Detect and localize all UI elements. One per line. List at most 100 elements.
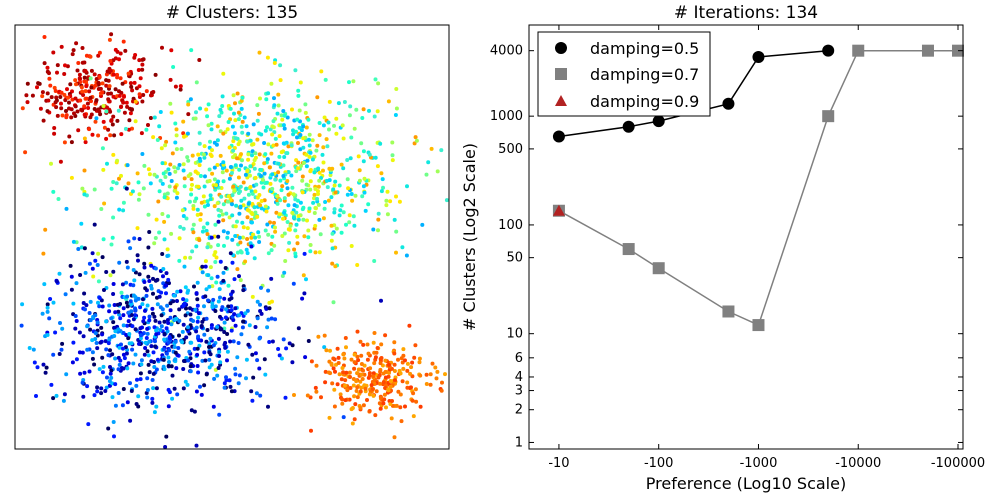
scatter-point: [246, 342, 251, 347]
scatter-point: [160, 252, 165, 256]
scatter-point: [300, 296, 305, 301]
scatter-point: [109, 32, 114, 37]
scatter-point: [74, 41, 79, 46]
scatter-point: [122, 356, 127, 361]
scatter-point: [80, 186, 85, 191]
scatter-point: [208, 139, 212, 144]
scatter-point: [193, 307, 198, 312]
scatter-point: [155, 138, 160, 142]
scatter-point: [228, 384, 233, 389]
scatter-point: [331, 300, 336, 305]
scatter-point: [296, 214, 301, 219]
scatter-point: [128, 246, 133, 251]
scatter-point: [200, 270, 205, 275]
scatter-point: [240, 119, 245, 124]
scatter-point: [337, 183, 342, 188]
scatter-point: [206, 298, 210, 303]
scatter-point: [289, 173, 294, 178]
scatter-point: [250, 294, 255, 299]
scatter-point: [294, 210, 299, 215]
scatter-point: [332, 404, 337, 409]
scatter-point: [315, 95, 320, 100]
scatter-point: [317, 121, 322, 125]
scatter-point: [182, 264, 187, 269]
scatter-point: [241, 235, 245, 240]
scatter-point: [65, 87, 69, 92]
scatter-point: [322, 345, 327, 350]
scatter-point: [296, 160, 301, 165]
scatter-point: [145, 376, 150, 381]
scatter-point: [113, 382, 118, 387]
scatter-point: [190, 182, 194, 187]
scatter-point: [133, 99, 138, 104]
scatter-point: [40, 94, 45, 99]
scatter-point: [24, 93, 29, 98]
scatter-point: [313, 385, 318, 390]
scatter-point: [190, 153, 195, 158]
scatter-point: [93, 119, 98, 124]
scatter-point: [111, 215, 116, 220]
scatter-point: [428, 372, 433, 377]
scatter-point: [131, 361, 136, 366]
scatter-point: [137, 272, 142, 277]
scatter-point: [132, 278, 137, 283]
scatter-point: [152, 410, 157, 415]
scatter-point: [302, 251, 307, 256]
scatter-point: [234, 203, 239, 208]
scatter-point: [387, 370, 391, 375]
scatter-point: [198, 106, 203, 111]
scatter-point: [58, 321, 62, 325]
scatter-point: [340, 366, 345, 370]
scatter-point: [257, 234, 262, 239]
scatter-point: [186, 325, 190, 330]
scatter-point: [177, 318, 182, 323]
scatter-point: [231, 148, 236, 153]
scatter-point: [178, 289, 183, 294]
scatter-point: [220, 94, 225, 99]
scatter-point: [191, 204, 196, 208]
scatter-point: [121, 346, 125, 351]
scatter-point: [170, 373, 175, 378]
scatter-point: [312, 170, 317, 175]
scatter-point: [70, 360, 75, 365]
scatter-point: [35, 365, 40, 370]
scatter-point: [344, 345, 348, 350]
scatter-point: [216, 336, 221, 341]
scatter-point: [106, 97, 111, 102]
scatter-point: [163, 175, 168, 179]
scatter-point: [58, 95, 63, 99]
scatter-point: [151, 386, 156, 391]
scatter-point: [296, 217, 301, 222]
scatter-point: [49, 382, 54, 387]
scatter-point: [93, 258, 98, 263]
scatter-point: [139, 131, 144, 136]
scatter-point: [270, 172, 275, 177]
scatter-point: [378, 406, 383, 411]
scatter-point: [394, 250, 398, 255]
scatter-point: [182, 134, 186, 139]
scatter-point: [365, 398, 369, 402]
scatter-point: [110, 352, 115, 357]
scatter-point: [152, 241, 157, 246]
scatter-point: [275, 201, 280, 206]
scatter-point: [197, 238, 202, 243]
scatter-point: [299, 128, 304, 133]
scatter-point: [111, 292, 116, 296]
scatter-point: [128, 381, 132, 386]
scatter-point: [330, 166, 335, 171]
scatter-point: [226, 283, 231, 288]
scatter-point: [243, 172, 248, 177]
scatter-point: [151, 135, 156, 140]
scatter-point: [225, 127, 230, 132]
scatter-point: [100, 146, 105, 151]
scatter-point: [327, 359, 332, 364]
scatter-point: [208, 197, 213, 202]
scatter-point: [94, 77, 99, 81]
scatter-point: [160, 161, 165, 166]
scatter-point: [130, 189, 135, 194]
scatter-point: [304, 277, 308, 282]
scatter-point: [125, 304, 130, 309]
x-tick-label: -100000: [931, 456, 985, 471]
scatter-point: [236, 381, 241, 386]
scatter-point: [325, 185, 330, 190]
